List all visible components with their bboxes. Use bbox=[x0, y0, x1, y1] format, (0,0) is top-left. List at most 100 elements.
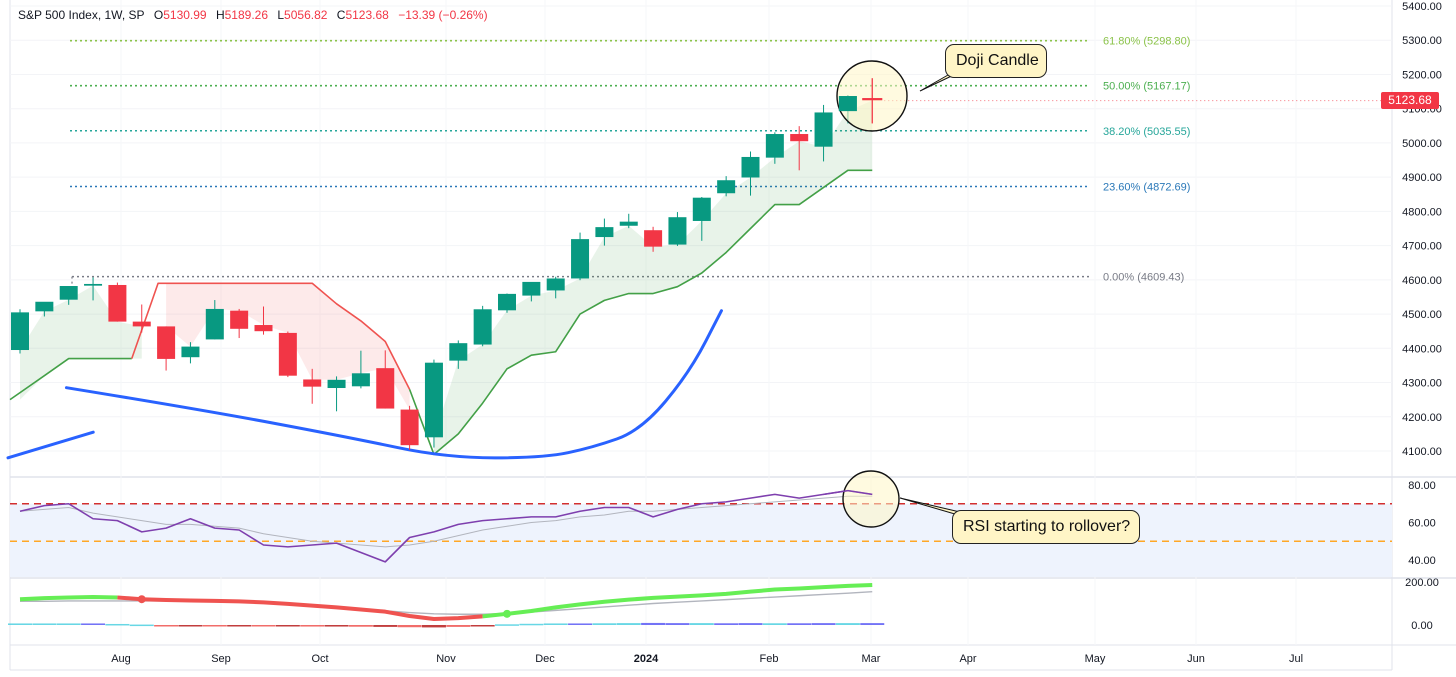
osc-tick-label: 200.00 bbox=[1405, 577, 1439, 589]
candle-body bbox=[765, 134, 784, 158]
time-tick-label: Jul bbox=[1289, 653, 1303, 665]
price-tick-label: 4600.00 bbox=[1402, 275, 1442, 287]
rsi-tick-label: 80.00 bbox=[1408, 480, 1436, 492]
histogram-bar bbox=[616, 623, 641, 625]
histogram-bar bbox=[811, 623, 836, 625]
time-tick-label: 2024 bbox=[634, 653, 659, 665]
candle-body bbox=[327, 379, 346, 389]
candle-body bbox=[546, 278, 565, 291]
fib-level-label: 61.80% (5298.80) bbox=[1103, 36, 1190, 48]
price-tick-label: 5000.00 bbox=[1402, 138, 1442, 150]
candle-body bbox=[619, 221, 638, 226]
candle-body bbox=[278, 332, 297, 376]
candle-body bbox=[303, 379, 322, 387]
candle-body bbox=[11, 312, 29, 351]
time-tick-label: Mar bbox=[862, 653, 881, 665]
candle-body bbox=[741, 156, 760, 178]
histogram-bar bbox=[714, 623, 739, 625]
price-tick-label: 4800.00 bbox=[1402, 206, 1442, 218]
histogram-bar bbox=[32, 623, 57, 625]
time-tick-label: Aug bbox=[111, 653, 131, 665]
rsi-ma-line bbox=[19, 495, 873, 548]
fib-level-label: 50.00% (5167.17) bbox=[1103, 81, 1190, 93]
symbol-label[interactable]: S&P 500 Index, 1W, SP bbox=[18, 8, 145, 22]
candle-body bbox=[668, 217, 687, 245]
candle-body bbox=[862, 98, 883, 101]
histogram-bar bbox=[251, 625, 276, 627]
price-tick-label: 5300.00 bbox=[1402, 35, 1442, 47]
histogram-bar bbox=[202, 625, 227, 627]
histogram-bar bbox=[275, 625, 300, 627]
fib-level-label: 0.00% (4609.43) bbox=[1103, 272, 1184, 284]
histogram-bar bbox=[446, 625, 471, 627]
histogram-bar bbox=[421, 625, 446, 628]
candle-body bbox=[814, 112, 833, 147]
candle-body bbox=[132, 321, 151, 327]
doji-callout[interactable]: Doji Candle bbox=[945, 44, 1047, 78]
histogram-bar bbox=[324, 625, 349, 627]
histogram-bar bbox=[300, 625, 325, 627]
histogram-bar bbox=[227, 625, 252, 627]
histogram-bar bbox=[495, 624, 519, 626]
change-value: −13.39 (−0.26%) bbox=[398, 8, 488, 22]
candle-body bbox=[449, 343, 468, 361]
histogram-bar bbox=[56, 623, 81, 625]
histogram-bar bbox=[641, 622, 666, 625]
histogram-bar bbox=[738, 623, 763, 625]
last-price-tag: 5123.68 bbox=[1381, 92, 1439, 109]
histogram-bar bbox=[543, 623, 568, 625]
candle-body bbox=[205, 308, 224, 340]
rsi-line bbox=[19, 489, 873, 563]
oscillator-line-up bbox=[482, 583, 873, 619]
cross-marker bbox=[137, 595, 146, 604]
low-value: 5056.82 bbox=[284, 8, 328, 22]
rsi-tick-label: 60.00 bbox=[1408, 518, 1436, 530]
trailing-stop-up bbox=[9, 357, 132, 401]
close-value: 5123.68 bbox=[345, 8, 389, 22]
candle-body bbox=[424, 362, 443, 438]
trail-fill-up bbox=[433, 100, 873, 455]
candle-body bbox=[717, 180, 736, 194]
candle-body bbox=[522, 281, 541, 296]
histogram-bar bbox=[348, 625, 373, 627]
oscillator-line-down bbox=[117, 595, 483, 621]
candle-body bbox=[157, 326, 176, 359]
histogram-bar bbox=[665, 623, 690, 625]
price-tick-label: 5400.00 bbox=[1402, 1, 1442, 13]
candle-body bbox=[108, 284, 127, 322]
low-label: L bbox=[277, 8, 285, 22]
candle-body bbox=[35, 301, 54, 312]
rsi-callout[interactable]: RSI starting to rollover? bbox=[952, 510, 1140, 544]
trail-fill-down bbox=[166, 283, 410, 410]
open-label: O bbox=[153, 8, 164, 22]
histogram-bar bbox=[762, 623, 787, 625]
histogram-bar bbox=[835, 623, 860, 625]
time-tick-label: Sep bbox=[211, 653, 231, 665]
time-tick-label: Nov bbox=[436, 653, 456, 665]
histogram-bar bbox=[787, 623, 812, 625]
candle-body bbox=[790, 134, 809, 142]
time-tick-label: Dec bbox=[535, 653, 555, 665]
time-tick-label: Jun bbox=[1187, 653, 1205, 665]
time-tick-label: Oct bbox=[311, 653, 328, 665]
candle-body bbox=[595, 227, 614, 238]
histogram-bar bbox=[689, 623, 714, 625]
price-tick-label: 4400.00 bbox=[1402, 343, 1442, 355]
candle-body bbox=[376, 368, 395, 409]
candle-body bbox=[230, 310, 249, 329]
histogram-bar bbox=[129, 624, 154, 627]
candle-body bbox=[84, 283, 103, 286]
histogram-bar bbox=[154, 625, 179, 627]
histogram-bar bbox=[105, 623, 130, 626]
rsi-line bbox=[823, 489, 873, 496]
price-tick-label: 4700.00 bbox=[1402, 241, 1442, 253]
price-tick-label: 4200.00 bbox=[1402, 412, 1442, 424]
candle-body bbox=[571, 239, 590, 279]
histogram-bar bbox=[470, 625, 495, 627]
histogram-bar bbox=[8, 623, 32, 625]
chart-header: S&P 500 Index, 1W, SP O5130.99 H5189.26 … bbox=[18, 8, 488, 22]
osc-tick-label: 0.00 bbox=[1411, 620, 1432, 632]
close-label: C bbox=[336, 8, 346, 22]
histogram-bar bbox=[81, 623, 106, 625]
